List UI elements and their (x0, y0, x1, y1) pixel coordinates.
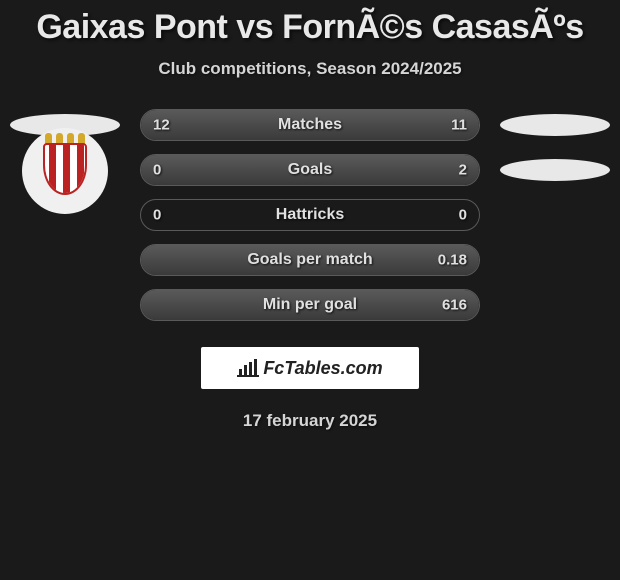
bar-track: 0 Hattricks 0 (140, 199, 480, 231)
stat-row-hattricks: 0 Hattricks 0 (140, 199, 480, 231)
right-player-badge (500, 159, 610, 181)
stat-row-goals: 0 Goals 2 (140, 154, 480, 186)
stat-value-right: 0 (459, 207, 467, 224)
stats-rows: 12 Matches 11 (0, 109, 620, 321)
subtitle: Club competitions, Season 2024/2025 (0, 59, 620, 79)
stat-value-left: 12 (153, 117, 170, 134)
date-text: 17 february 2025 (0, 411, 620, 431)
stat-value-left: 0 (153, 207, 161, 224)
stat-row-matches: 12 Matches 11 (140, 109, 480, 141)
stat-label: Min per goal (263, 296, 357, 314)
bar-track: Goals per match 0.18 (140, 244, 480, 276)
stat-value-left: 0 (153, 162, 161, 179)
stat-row-gpm: Goals per match 0.18 (140, 244, 480, 276)
bar-track: 0 Goals 2 (140, 154, 480, 186)
stat-value-right: 616 (442, 297, 467, 314)
page-title: Gaixas Pont vs FornÃ©s CasasÃºs (0, 8, 620, 47)
stat-label: Goals per match (247, 251, 372, 269)
chart-icon (237, 359, 259, 377)
right-player-badge (500, 114, 610, 136)
stat-label: Goals (288, 161, 332, 179)
stat-label: Hattricks (276, 206, 344, 224)
footer-brand-box: FcTables.com (201, 347, 419, 389)
bar-track: Min per goal 616 (140, 289, 480, 321)
left-club-logo (22, 128, 108, 214)
stat-value-right: 0.18 (438, 252, 467, 269)
footer-brand-text: FcTables.com (263, 358, 382, 379)
stat-value-right: 11 (451, 117, 467, 134)
bar-track: 12 Matches 11 (140, 109, 480, 141)
stat-row-mpg: Min per goal 616 (140, 289, 480, 321)
stat-label: Matches (278, 116, 342, 134)
stat-value-right: 2 (459, 162, 467, 179)
